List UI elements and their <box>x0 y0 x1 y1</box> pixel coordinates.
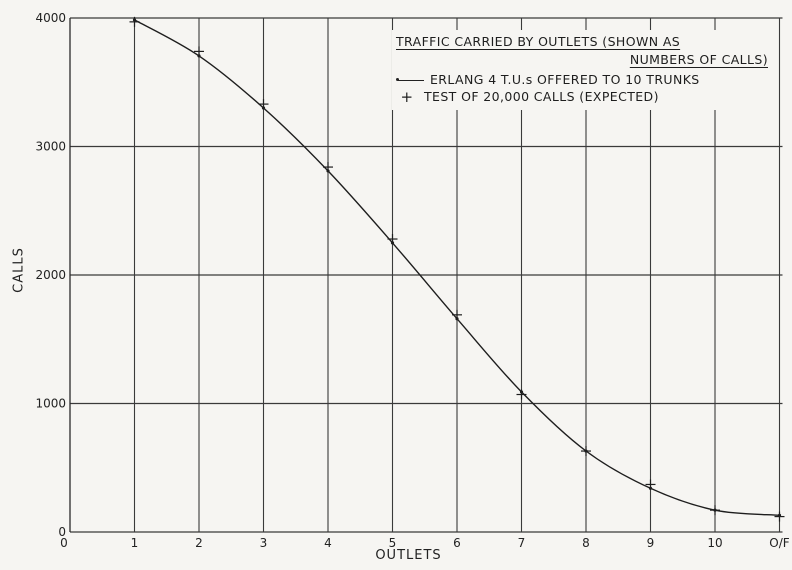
test-point-marker <box>258 99 269 110</box>
test-point-marker <box>323 162 333 173</box>
legend-entry-label: ERLANG 4 T.U.s OFFERED TO 10 TRUNKS <box>430 72 700 87</box>
x-tick-label: 0 <box>60 536 68 550</box>
test-point-marker <box>581 446 591 457</box>
x-tick-label: 4 <box>324 536 332 550</box>
legend: TRAFFIC CARRIED BY OUTLETS (SHOWN AS NUM… <box>392 30 772 110</box>
x-tick-label: 2 <box>195 536 203 550</box>
x-tick-label: 5 <box>389 536 397 550</box>
x-tick-label: 1 <box>131 536 139 550</box>
x-tick-label: 3 <box>260 536 268 550</box>
x-tick-label: 6 <box>453 536 461 550</box>
y-tick-label: 3000 <box>35 140 66 154</box>
y-tick-label: 1000 <box>35 397 66 411</box>
legend-entry-erlang: ERLANG 4 T.U.s OFFERED TO 10 TRUNKS <box>396 72 700 87</box>
y-tick-label: 0 <box>58 525 66 539</box>
x-tick-label: O/F <box>769 536 789 550</box>
x-tick-label: 9 <box>647 536 655 550</box>
x-tick-label: 8 <box>582 536 590 550</box>
test-point-marker <box>774 511 785 522</box>
legend-entry-test: + TEST OF 20,000 CALLS (EXPECTED) <box>396 89 659 104</box>
x-tick-label: 7 <box>518 536 526 550</box>
legend-title-line-1: TRAFFIC CARRIED BY OUTLETS (SHOWN AS <box>396 34 681 49</box>
x-tick-label: 10 <box>707 536 722 550</box>
legend-title-line-2: NUMBERS OF CALLS) <box>629 52 768 67</box>
test-point-marker <box>129 16 140 27</box>
test-point-marker <box>387 234 398 245</box>
test-point-marker <box>710 505 720 516</box>
y-tick-label: 2000 <box>35 268 66 282</box>
x-axis-label: OUTLETS <box>375 548 442 563</box>
test-point-marker <box>516 389 527 400</box>
test-point-marker <box>452 309 462 320</box>
test-point-marker <box>645 479 656 490</box>
legend-entry-label: TEST OF 20,000 CALLS (EXPECTED) <box>424 89 659 104</box>
plus-marker-icon: + <box>400 87 414 106</box>
y-tick-label: 4000 <box>35 11 66 25</box>
y-axis-label: CALLS <box>11 247 27 293</box>
line-marker-icon <box>396 75 426 85</box>
test-point-marker <box>194 46 204 57</box>
